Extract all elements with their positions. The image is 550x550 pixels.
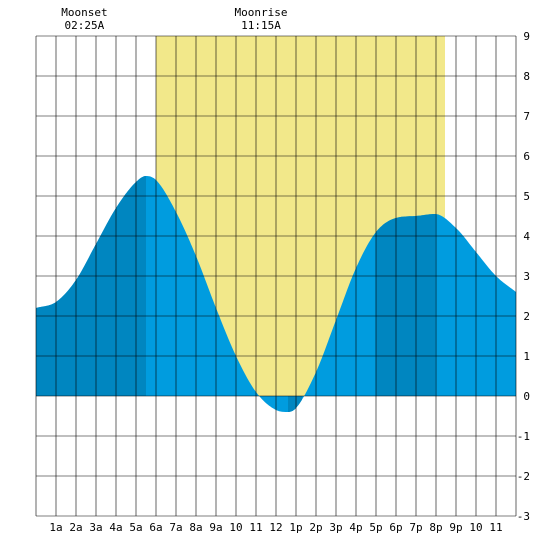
x-tick-label: 6p (389, 521, 402, 534)
grid-lines (35, 35, 517, 517)
y-tick-label: 4 (523, 230, 530, 243)
x-tick-label: 3a (89, 521, 102, 534)
tide-area-dark-2 (376, 214, 435, 396)
x-tick-label: 9a (209, 521, 222, 534)
x-tick-label: 10 (469, 521, 482, 534)
tide-area-dark-1 (288, 396, 302, 412)
x-tick-label: 9p (449, 521, 462, 534)
tide-area-dark-0 (36, 176, 146, 396)
y-tick-label: 9 (523, 30, 530, 43)
y-tick-label: 1 (523, 350, 530, 363)
x-tick-label: 10 (229, 521, 242, 534)
y-tick-label: 3 (523, 270, 530, 283)
y-tick-label: -1 (517, 430, 530, 443)
moon-event-label: Moonrise (235, 6, 288, 19)
x-tick-label: 1p (289, 521, 302, 534)
y-tick-label: 2 (523, 310, 530, 323)
y-tick-label: 0 (523, 390, 530, 403)
x-tick-label: 11 (249, 521, 262, 534)
y-tick-label: 6 (523, 150, 530, 163)
x-tick-label: 4a (109, 521, 122, 534)
y-tick-label: 7 (523, 110, 530, 123)
y-tick-label: 8 (523, 70, 530, 83)
x-tick-label: 8a (189, 521, 202, 534)
x-tick-label: 5a (129, 521, 142, 534)
x-tick-label: 11 (489, 521, 502, 534)
x-tick-label: 1a (49, 521, 62, 534)
x-tick-label: 7p (409, 521, 422, 534)
x-tick-label: 12 (269, 521, 282, 534)
y-tick-label: 5 (523, 190, 530, 203)
x-tick-label: 3p (329, 521, 342, 534)
y-tick-label: -2 (517, 470, 530, 483)
y-tick-label: -3 (517, 510, 530, 523)
x-tick-label: 6a (149, 521, 162, 534)
x-tick-label: 7a (169, 521, 182, 534)
x-axis-ticks: 1a 2a 3a 4a 5a 6a 7a 8a 9a 10 11 12 1p 2p 3p 4p 5p 6p 7p 8p… (49, 521, 502, 534)
moon-event-time: 02:25A (65, 19, 105, 32)
moon-event-label: Moonset (61, 6, 107, 19)
moon-event-time: 11:15A (241, 19, 281, 32)
x-tick-label: 4p (349, 521, 362, 534)
x-tick-label: 8p (429, 521, 442, 534)
x-tick-label: 5p (369, 521, 382, 534)
y-axis-ticks: -3 -2 -1 0 1 2 3 4 5 6 7 8 9 (517, 30, 531, 523)
x-tick-label: 2p (309, 521, 322, 534)
x-tick-label: 2a (69, 521, 82, 534)
